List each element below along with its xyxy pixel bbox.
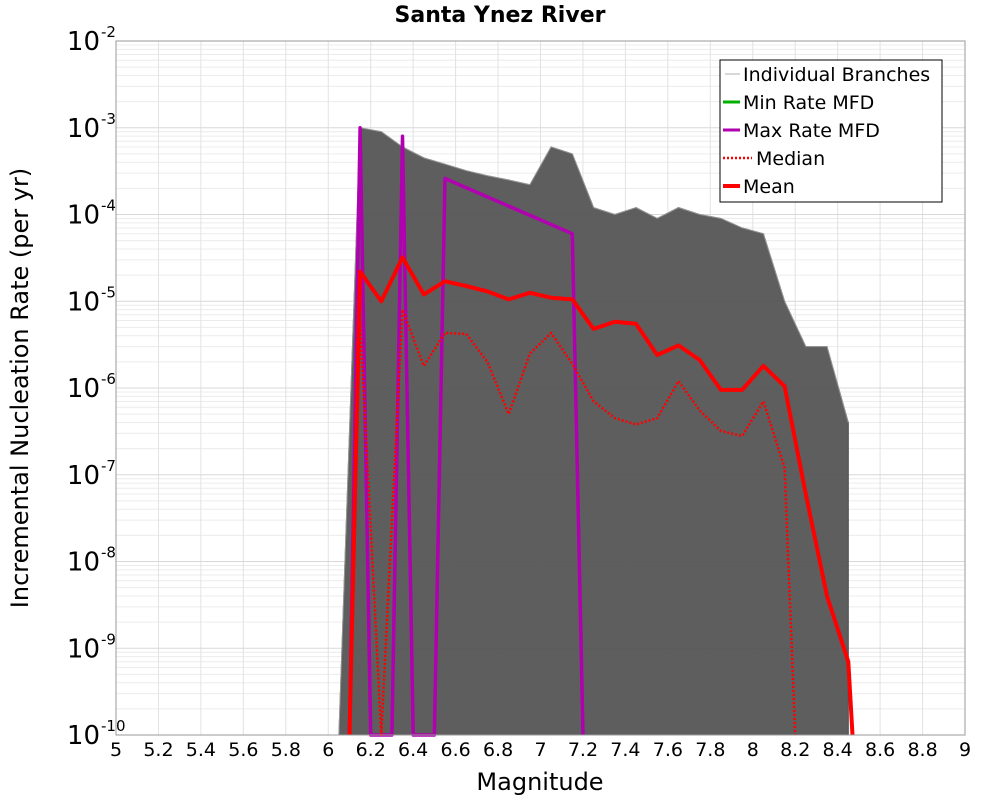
x-tick-label: 8.2: [780, 739, 810, 761]
x-tick-label: 6.2: [356, 739, 386, 761]
individual-branches-band: [338, 127, 849, 736]
mean-line: [347, 255, 855, 736]
branch-outline-segment: [762, 233, 786, 302]
y-tick-exponent: -8: [101, 544, 116, 562]
x-tick-label: 6.6: [440, 739, 470, 761]
branch-outline-segment: [550, 146, 573, 155]
y-axis-label: Incremental Nucleation Rate (per yr): [6, 168, 34, 608]
y-tick-exponent: -9: [101, 630, 116, 648]
branch-outline-segment: [742, 227, 764, 235]
legend-box: [719, 59, 943, 203]
legend-label-max-rate: Max Rate MFD: [743, 120, 880, 142]
y-tick-label: 10: [67, 721, 100, 751]
branch-outline-segment: [402, 146, 424, 159]
x-tick-label: 9: [959, 739, 971, 761]
branch-outline-segment: [423, 157, 446, 165]
y-tick-exponent: -10: [101, 717, 126, 735]
branch-outline-segment: [593, 207, 615, 215]
y-tick-exponent: -7: [101, 457, 116, 475]
x-tick-label: 7: [534, 739, 546, 761]
branch-outline-segment: [571, 153, 595, 208]
x-tick-label: 6.4: [398, 739, 428, 761]
series-layer: [347, 126, 855, 737]
y-tick-exponent: -5: [101, 283, 116, 301]
legend-label-median: Median: [756, 148, 825, 170]
y-tick-exponent: -3: [101, 110, 116, 128]
x-tick-label: 8.8: [907, 739, 937, 761]
y-tick-label: 10: [67, 201, 100, 231]
branch-outline-segment: [487, 175, 509, 181]
x-tick-label: 7.8: [695, 739, 725, 761]
y-tick-exponent: -4: [101, 197, 116, 215]
x-tick-label: 5.6: [228, 739, 258, 761]
plot-frame: [115, 40, 966, 736]
x-tick-label: 5.4: [186, 739, 216, 761]
branch-outline-segment: [338, 127, 361, 736]
y-tick-label: 10: [67, 114, 100, 144]
y-tick-label: 10: [67, 634, 100, 664]
y-tick-exponent: -6: [101, 370, 116, 388]
y-tick-label: 10: [67, 374, 100, 404]
legend-label-individual: Individual Branches: [743, 64, 930, 86]
legend: Individual Branches Min Rate MFD Max Rat…: [719, 59, 943, 203]
branch-outline-segment: [826, 346, 849, 423]
x-tick-label: 7.2: [568, 739, 598, 761]
x-tick-label: 6: [322, 739, 334, 761]
y-tick-exponent: -2: [101, 23, 116, 41]
x-tick-label: 7.6: [653, 739, 683, 761]
branch-outline-segment: [657, 207, 679, 219]
branch-outline-segment: [381, 131, 403, 148]
x-tick-label: 5.2: [143, 739, 173, 761]
y-tick-label: 10: [67, 287, 100, 317]
legend-label-mean: Mean: [743, 176, 795, 198]
x-axis-ticks: 5 5.2 5.4 5.6 5.8 6 6.2 6.4 6.6 6.8 7 7.2 7.4 7.6 7.8 8…: [110, 739, 971, 761]
y-tick-label: 10: [67, 27, 100, 57]
x-tick-label: 8: [747, 739, 759, 761]
x-tick-label: 7.4: [610, 739, 640, 761]
x-axis-label: Magnitude: [476, 768, 603, 796]
x-tick-label: 5.8: [271, 739, 301, 761]
x-tick-label: 5: [110, 739, 122, 761]
y-tick-label: 10: [67, 548, 100, 578]
branch-outline-segment: [614, 207, 637, 215]
legend-label-min-rate: Min Rate MFD: [743, 92, 874, 114]
branch-outline-segment: [678, 207, 700, 215]
x-tick-label: 8.6: [865, 739, 895, 761]
branch-outline-segment: [784, 301, 807, 347]
median-line: [348, 308, 797, 737]
branch-outline-segment: [508, 179, 530, 186]
x-tick-label: 8.4: [823, 739, 853, 761]
branch-outline-segment: [466, 170, 488, 177]
branch-outline-segment: [699, 214, 722, 219]
chart-title: Santa Ynez River: [395, 3, 606, 28]
branch-outline-segment: [529, 146, 552, 186]
branch-outline-segment: [720, 218, 743, 229]
x-tick-label: 6.8: [483, 739, 513, 761]
branch-outline-segment: [444, 163, 467, 172]
branch-outline-segment: [635, 207, 658, 219]
y-tick-label: 10: [67, 461, 100, 491]
branch-outline-segment: [359, 127, 382, 133]
